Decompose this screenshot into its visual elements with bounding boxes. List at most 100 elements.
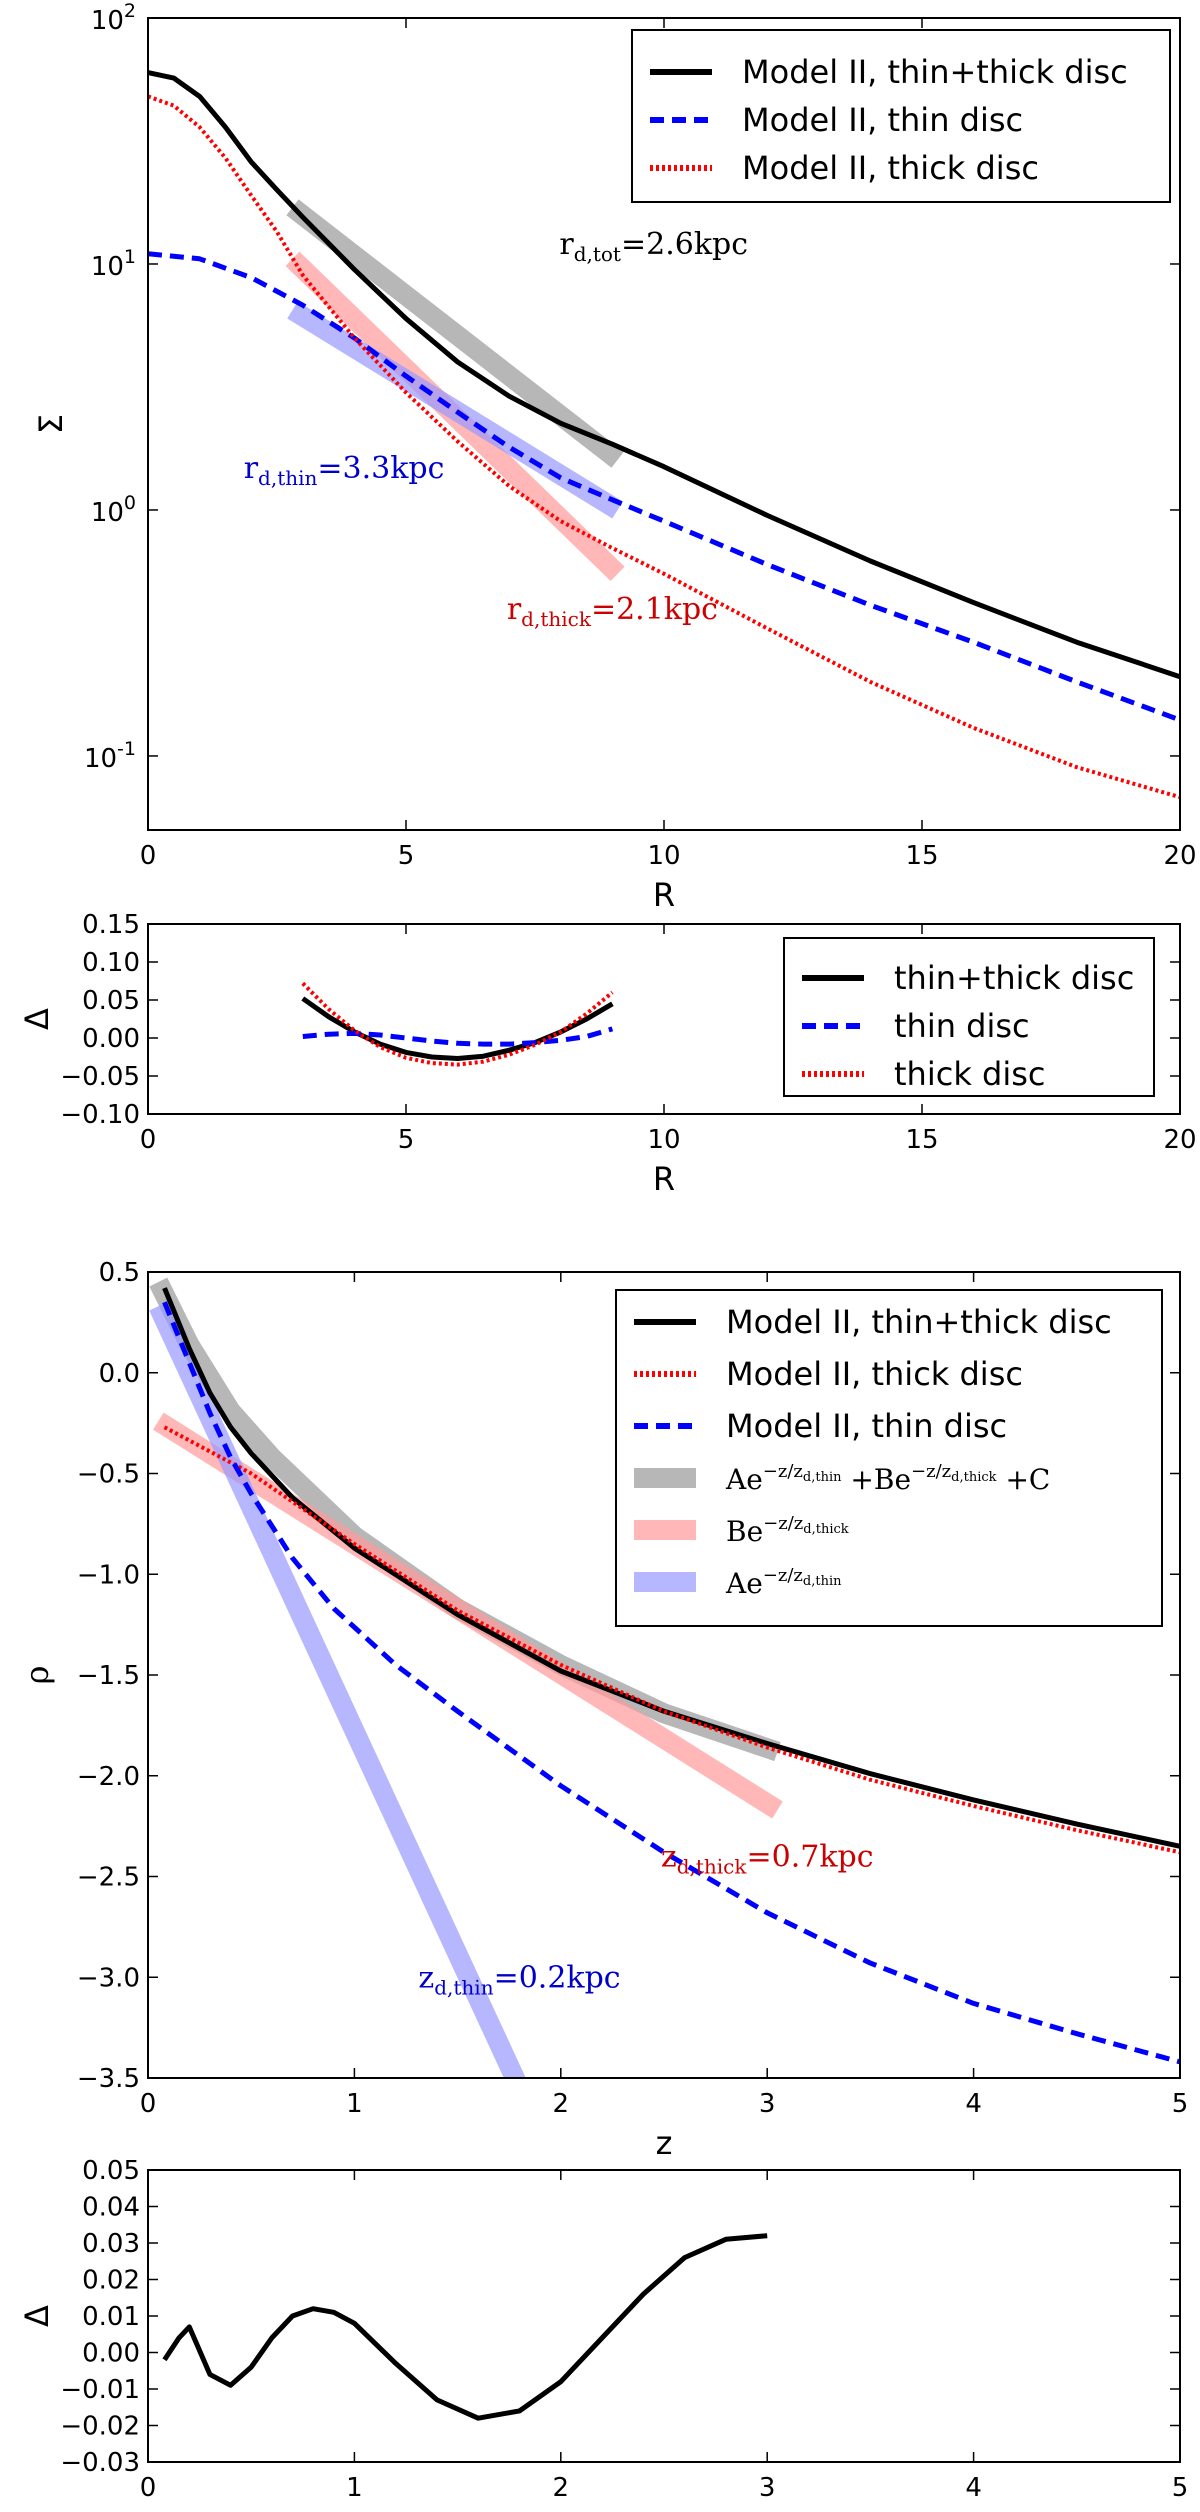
p3-legend: Model II, thin+thick disc Model II, thick… [615, 1289, 1163, 1627]
p2-legend: thin+thick disc thin disc thick disc [783, 937, 1155, 1097]
x-tick-label: 4 [965, 2473, 982, 2503]
y-axis-label: Δ [18, 1008, 56, 1030]
p2-series [301, 981, 614, 1067]
fit-band-2 [287, 301, 623, 519]
p3-axes: 0 1 2 3 4 5 −3.5 −3.0 −2.5 −2.0 −1.5 −1.0 −0.5 0.0 0.5… [18, 1258, 1188, 2162]
legend-entry-0: Model II, thin+thick disc [742, 53, 1128, 91]
series-line-1 [163, 1425, 1180, 1855]
x-tick-label: 15 [905, 1125, 938, 1155]
y-tick-label: 0.10 [82, 948, 140, 978]
x-tick-label: 5 [398, 1125, 415, 1155]
y-tick-label: 0.04 [82, 2193, 140, 2223]
x-tick-label: 10 [647, 841, 680, 871]
legend-entry-1: Model II, thick disc [726, 1355, 1023, 1393]
x-tick-label: 0 [140, 2473, 157, 2503]
y-tick-label: −0.05 [60, 1062, 140, 1092]
x-axis-label: z [656, 2124, 673, 2162]
legend-fit-entry-2: Ae−z/zd,thin [725, 1565, 842, 1600]
y-tick-label: −1.5 [77, 1661, 140, 1691]
fit-band-1 [152, 1412, 783, 1819]
y-axis-label: Σ [32, 414, 70, 434]
legend-box [615, 1289, 1163, 1627]
x-tick-label: 5 [1172, 2473, 1189, 2503]
y-tick-label: 100 [91, 492, 136, 528]
y-tick-label: 102 [91, 0, 136, 36]
y-tick-label: 0.05 [82, 986, 140, 1016]
x-tick-label: 5 [1172, 2089, 1189, 2119]
y-tick-label: −0.02 [60, 2412, 140, 2442]
x-tick-label: 1 [346, 2473, 363, 2503]
p4-frame [147, 2169, 1181, 2463]
y-axis-label: ρ [18, 1666, 56, 1685]
fit-band-0 [286, 199, 624, 468]
annotation-label: zd,thin=0.2kpc [418, 1960, 620, 1999]
p2-axes: 0 5 10 15 20 −0.10 −0.05 0.00 0.05 0.10 0.15 R Δ [18, 910, 1197, 1198]
fit-band-2 [149, 1302, 526, 2078]
x-tick-label: 2 [553, 2089, 570, 2119]
y-tick-label: −0.5 [77, 1460, 140, 1490]
y-tick-label: 0.01 [82, 2302, 140, 2332]
y-tick-label: −2.5 [77, 1863, 140, 1893]
y-tick-label: −3.0 [77, 1963, 140, 1993]
legend-entry-1: thin disc [894, 1007, 1030, 1045]
y-tick-label: −0.10 [60, 1100, 140, 1130]
y-tick-label: 0.5 [99, 1258, 140, 1288]
legend-entry-1: Model II, thin disc [742, 101, 1023, 139]
x-tick-label: 0 [140, 841, 157, 871]
p4-axes: 0 1 2 3 4 5 −0.03 −0.02 −0.01 0.00 0.01 0.02 0.03 0.0… [18, 2156, 1188, 2512]
x-axis-label: R [653, 876, 675, 914]
series-line-2 [148, 94, 1180, 800]
x-tick-label: 2 [553, 2473, 570, 2503]
y-tick-label: 0.00 [82, 1024, 140, 1054]
annotation-label: rd,thin=3.3kpc [244, 451, 445, 490]
y-tick-label: −0.01 [60, 2375, 140, 2405]
y-tick-label: 0.00 [82, 2339, 140, 2369]
x-tick-label: 20 [1163, 1125, 1196, 1155]
x-tick-label: 0 [140, 1125, 157, 1155]
y-tick-label: −0.03 [60, 2448, 140, 2478]
y-tick-label: −2.0 [77, 1762, 140, 1792]
p1-legend: Model II, thin+thick disc Model II, thin … [631, 29, 1171, 203]
p1-axes: 0 5 10 15 20 10-1 100 101 102 R Σ [32, 0, 1197, 914]
series-line-0 [148, 70, 1180, 680]
x-tick-label: 3 [759, 2089, 776, 2119]
legend-entry-0: thin+thick disc [894, 959, 1134, 997]
series-line-2 [162, 1301, 1180, 2065]
legend-entry-2: Model II, thick disc [742, 149, 1039, 187]
legend-box [783, 937, 1155, 1097]
x-tick-label: 10 [647, 1125, 680, 1155]
p3-series [149, 1277, 1180, 2078]
series-line-1 [148, 251, 1180, 723]
p4-series [162, 2233, 768, 2421]
x-tick-label: 15 [905, 841, 938, 871]
series-line-0 [162, 1287, 1180, 1849]
y-tick-label: 101 [91, 246, 136, 282]
x-axis-label: z [656, 2508, 673, 2512]
annotation-label: rd,thick=2.1kpc [507, 592, 718, 631]
y-tick-label: 0.0 [99, 1359, 140, 1389]
legend-fit-entry-1: Be−z/zd,thick [726, 1513, 849, 1548]
legend-entry-2: Model II, thin disc [726, 1407, 1007, 1445]
y-tick-label: −1.0 [77, 1560, 140, 1590]
x-tick-label: 3 [759, 2473, 776, 2503]
x-tick-label: 5 [398, 841, 415, 871]
y-tick-label: 0.15 [82, 910, 140, 940]
y-tick-label: 10-1 [84, 738, 136, 774]
legend-box [631, 29, 1171, 203]
x-tick-label: 4 [965, 2089, 982, 2119]
legend-fit-entry-0: Ae−z/zd,thin +Be−z/zd,thick +C [725, 1461, 1050, 1496]
legend-entry-2: thick disc [894, 1055, 1045, 1093]
annotation-label: rd,tot=2.6kpc [559, 227, 748, 266]
x-tick-label: 1 [346, 2089, 363, 2119]
p1-series [148, 70, 1180, 800]
x-tick-label: 20 [1163, 841, 1196, 871]
y-tick-label: 0.02 [82, 2266, 140, 2296]
x-axis-label: R [653, 1160, 675, 1198]
y-tick-label: 0.03 [82, 2229, 140, 2259]
y-tick-label: 0.05 [82, 2156, 140, 2186]
y-axis-label: Δ [18, 2305, 56, 2327]
series-line-1 [302, 1026, 614, 1047]
y-tick-label: −3.5 [77, 2064, 140, 2094]
x-tick-label: 0 [140, 2089, 157, 2119]
